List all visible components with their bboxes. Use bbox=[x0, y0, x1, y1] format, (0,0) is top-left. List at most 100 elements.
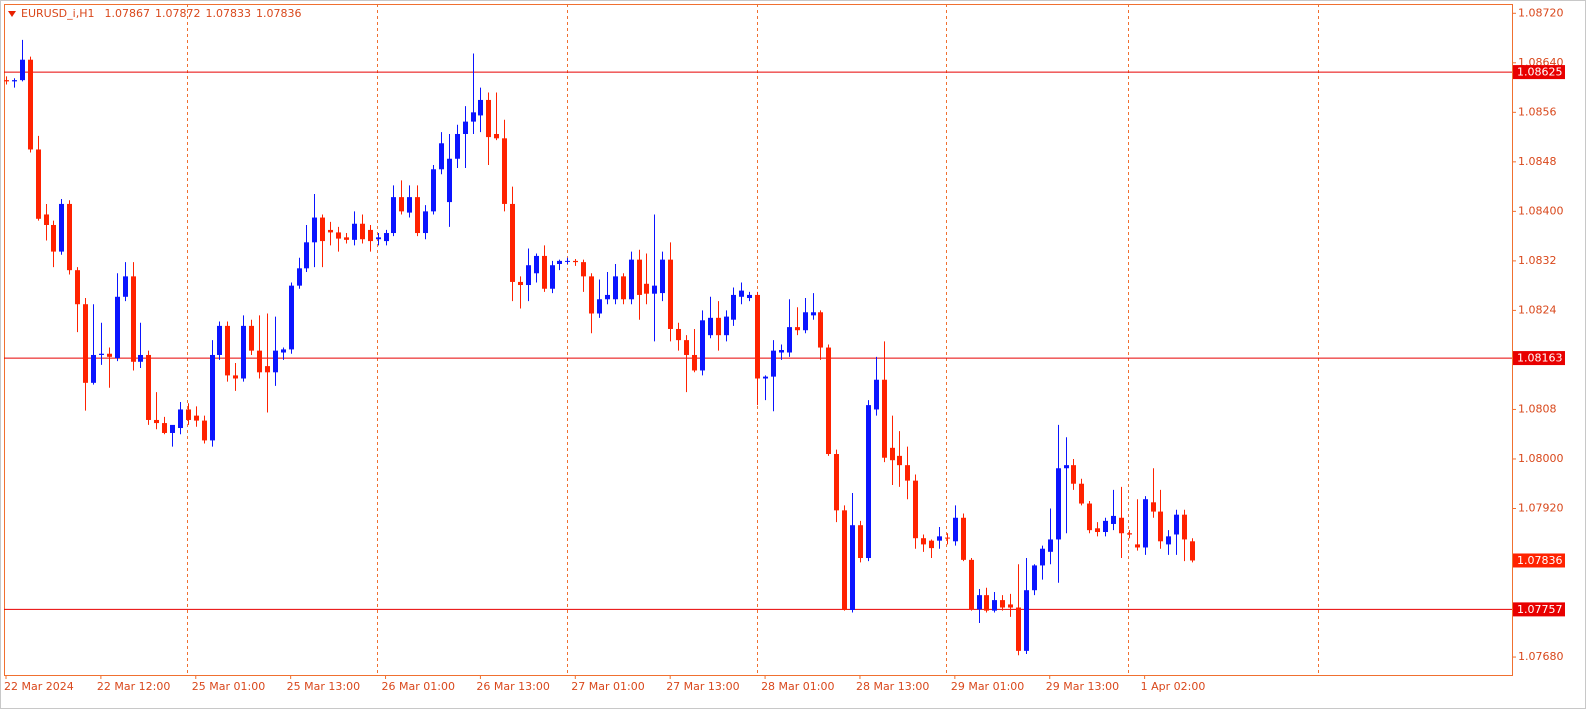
candle-body bbox=[1127, 533, 1132, 535]
x-tick-label: 27 Mar 01:00 bbox=[571, 680, 644, 693]
x-tick-label: 29 Mar 13:00 bbox=[1046, 680, 1119, 693]
candle-body bbox=[977, 595, 982, 610]
candle-body bbox=[787, 327, 792, 353]
candle-body bbox=[44, 214, 49, 225]
candle-body bbox=[455, 133, 460, 159]
y-tick-label: 1.07680 bbox=[1518, 650, 1564, 663]
candle-body bbox=[384, 233, 389, 242]
horizontal-line-price-box bbox=[1513, 602, 1565, 617]
candle-body bbox=[850, 525, 855, 611]
last-price-label: 1.07836 bbox=[1517, 554, 1563, 567]
candle-body bbox=[471, 112, 476, 122]
candle-body bbox=[890, 447, 895, 461]
candle-body bbox=[605, 294, 610, 300]
candle-body bbox=[747, 294, 752, 299]
candle-body bbox=[115, 296, 120, 359]
horizontal-line-price-label: 1.07757 bbox=[1517, 603, 1563, 616]
candle-body bbox=[273, 350, 278, 373]
candle-body bbox=[1166, 536, 1171, 545]
candle-body bbox=[328, 229, 333, 233]
candle-body bbox=[352, 223, 357, 240]
y-tick-label: 1.07920 bbox=[1518, 501, 1564, 514]
candle-body bbox=[811, 312, 816, 316]
y-tick-label: 1.08400 bbox=[1518, 204, 1564, 217]
candle-body bbox=[28, 59, 33, 150]
candle-body bbox=[75, 270, 80, 305]
candle-body bbox=[708, 317, 713, 336]
last-low: 1.07833 bbox=[205, 7, 251, 20]
candle-body bbox=[597, 299, 602, 314]
candle-body bbox=[1048, 539, 1053, 552]
candle-body bbox=[550, 265, 555, 289]
candle-body bbox=[107, 353, 112, 357]
last-close: 1.07836 bbox=[256, 7, 302, 20]
candle-body bbox=[1008, 604, 1013, 608]
candle-body bbox=[573, 260, 578, 263]
candle-body bbox=[502, 138, 507, 204]
candle-body bbox=[1119, 517, 1124, 534]
candle-body bbox=[652, 285, 657, 294]
candle-body bbox=[557, 260, 562, 264]
candle-body bbox=[763, 376, 768, 379]
candle-body bbox=[439, 143, 444, 170]
candle-body bbox=[162, 423, 167, 433]
candle-body bbox=[510, 203, 515, 282]
candle-body bbox=[494, 133, 499, 139]
candle-body bbox=[992, 600, 997, 611]
horizontal-line-price-label: 1.08163 bbox=[1517, 352, 1563, 365]
candle-body bbox=[233, 375, 238, 379]
candle-body bbox=[905, 465, 910, 481]
candle-body bbox=[210, 354, 215, 441]
candle-body bbox=[131, 276, 136, 362]
candle-body bbox=[984, 595, 989, 611]
candle-body bbox=[415, 197, 420, 234]
collapse-arrow[interactable] bbox=[8, 11, 16, 17]
y-tick-label: 1.0808 bbox=[1518, 402, 1557, 415]
x-tick-label: 22 Mar 12:00 bbox=[97, 680, 170, 693]
day-separators bbox=[187, 4, 1319, 675]
candle-body bbox=[755, 294, 760, 379]
candle-body bbox=[265, 366, 270, 373]
candle-body bbox=[684, 340, 689, 355]
candle-body bbox=[225, 325, 230, 376]
last-high: 1.07872 bbox=[155, 7, 201, 20]
candle-body bbox=[961, 517, 966, 560]
candle-body bbox=[91, 354, 96, 383]
y-tick-label: 1.0848 bbox=[1518, 155, 1557, 168]
candle-body bbox=[953, 517, 958, 542]
x-tick-label: 28 Mar 13:00 bbox=[856, 680, 929, 693]
candle-body bbox=[1135, 544, 1140, 548]
chart-header: EURUSD_i,H1 1.07867 1.07872 1.07833 1.07836 bbox=[21, 7, 301, 20]
y-tick-label: 1.0856 bbox=[1518, 105, 1557, 118]
candle-body bbox=[969, 559, 974, 610]
candle-body bbox=[83, 304, 88, 383]
candles bbox=[4, 39, 1195, 656]
candle-body bbox=[154, 419, 159, 424]
candle-body bbox=[138, 354, 143, 362]
candle-body bbox=[581, 262, 586, 277]
candle-body bbox=[486, 99, 491, 138]
candle-body bbox=[1182, 514, 1187, 540]
candle-body bbox=[700, 320, 705, 371]
candle-body bbox=[1151, 502, 1156, 512]
candle-body bbox=[1095, 528, 1100, 533]
candle-body bbox=[771, 350, 776, 377]
candle-body bbox=[123, 276, 128, 297]
x-tick-label: 29 Mar 01:00 bbox=[951, 680, 1024, 693]
candle-body bbox=[913, 480, 918, 539]
horizontal-line-price-box bbox=[1513, 351, 1565, 366]
candle-body bbox=[518, 281, 523, 286]
candle-body bbox=[779, 350, 784, 353]
candle-body bbox=[795, 327, 800, 331]
candle-body bbox=[391, 197, 396, 234]
candle-body bbox=[241, 325, 246, 379]
candle-body bbox=[834, 454, 839, 511]
candle-body bbox=[826, 347, 831, 455]
candle-body bbox=[447, 158, 452, 203]
candle-body bbox=[1064, 465, 1069, 469]
candle-body bbox=[866, 405, 871, 559]
candle-body bbox=[1158, 511, 1163, 542]
candle-body bbox=[344, 237, 349, 240]
candle-body bbox=[842, 510, 847, 611]
